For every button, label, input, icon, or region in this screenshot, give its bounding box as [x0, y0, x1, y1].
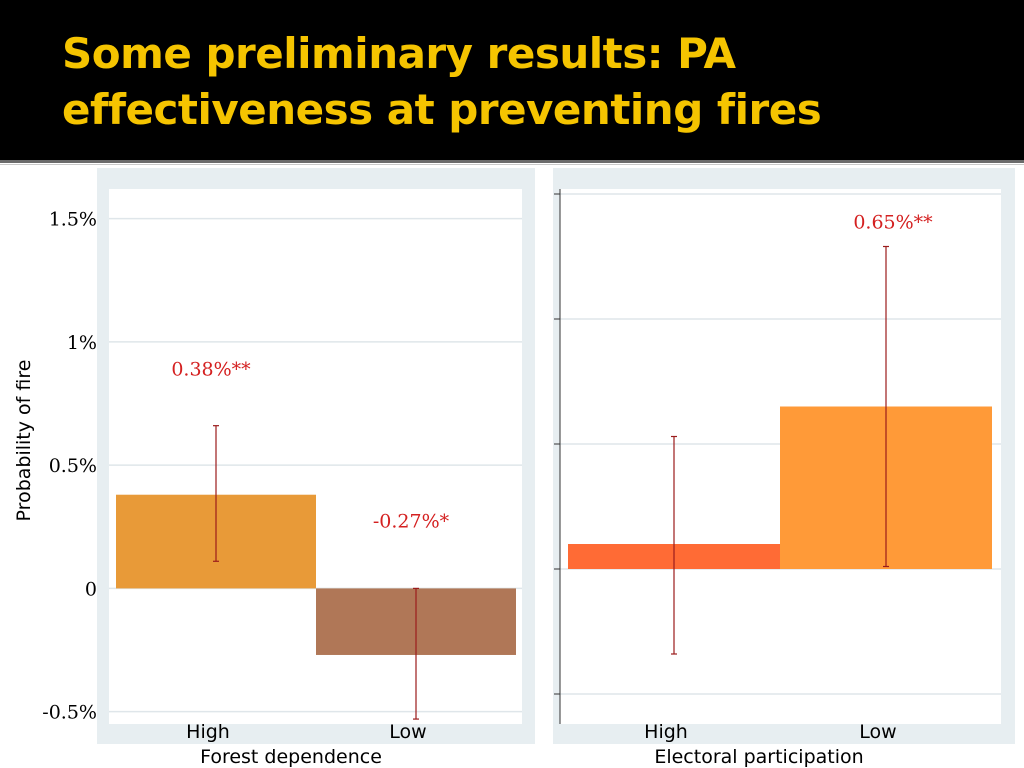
slide-title: Some preliminary results: PA effectivene…: [62, 26, 962, 138]
title-divider: [0, 160, 1024, 163]
chart1-data-label-high: 0.38%**: [171, 359, 251, 381]
title-divider-secondary: [0, 164, 1024, 165]
chart1-y-tick-label: 0.5%: [49, 455, 97, 477]
chart1-y-tick-label: 1%: [67, 332, 97, 354]
chart1-data-label-low: -0.27%*: [373, 511, 450, 533]
chart2-x-axis-title: Electoral participation: [654, 746, 863, 768]
chart2-data-label-low: 0.65%**: [853, 212, 933, 234]
chart1-y-tick-label: 0: [85, 578, 97, 600]
chart2-x-tick-label: High: [644, 721, 688, 743]
chart1-x-tick-label: High: [186, 721, 230, 743]
slide-title-line-2: effectiveness at preventing fires: [62, 85, 822, 134]
chart1-x-axis-title: Forest dependence: [200, 746, 382, 768]
chart1-y-tick-label: 1.5%: [49, 209, 97, 231]
title-bar: Some preliminary results: PA effectivene…: [0, 0, 1024, 160]
chart1-x-tick-label: Low: [389, 721, 426, 743]
slide-title-line-1: Some preliminary results: PA: [62, 29, 736, 78]
chart2-x-tick-label: Low: [859, 721, 896, 743]
chart1-y-tick-label: -0.5%: [42, 702, 97, 724]
chart1-y-axis-title: Probability of fire: [13, 360, 35, 522]
